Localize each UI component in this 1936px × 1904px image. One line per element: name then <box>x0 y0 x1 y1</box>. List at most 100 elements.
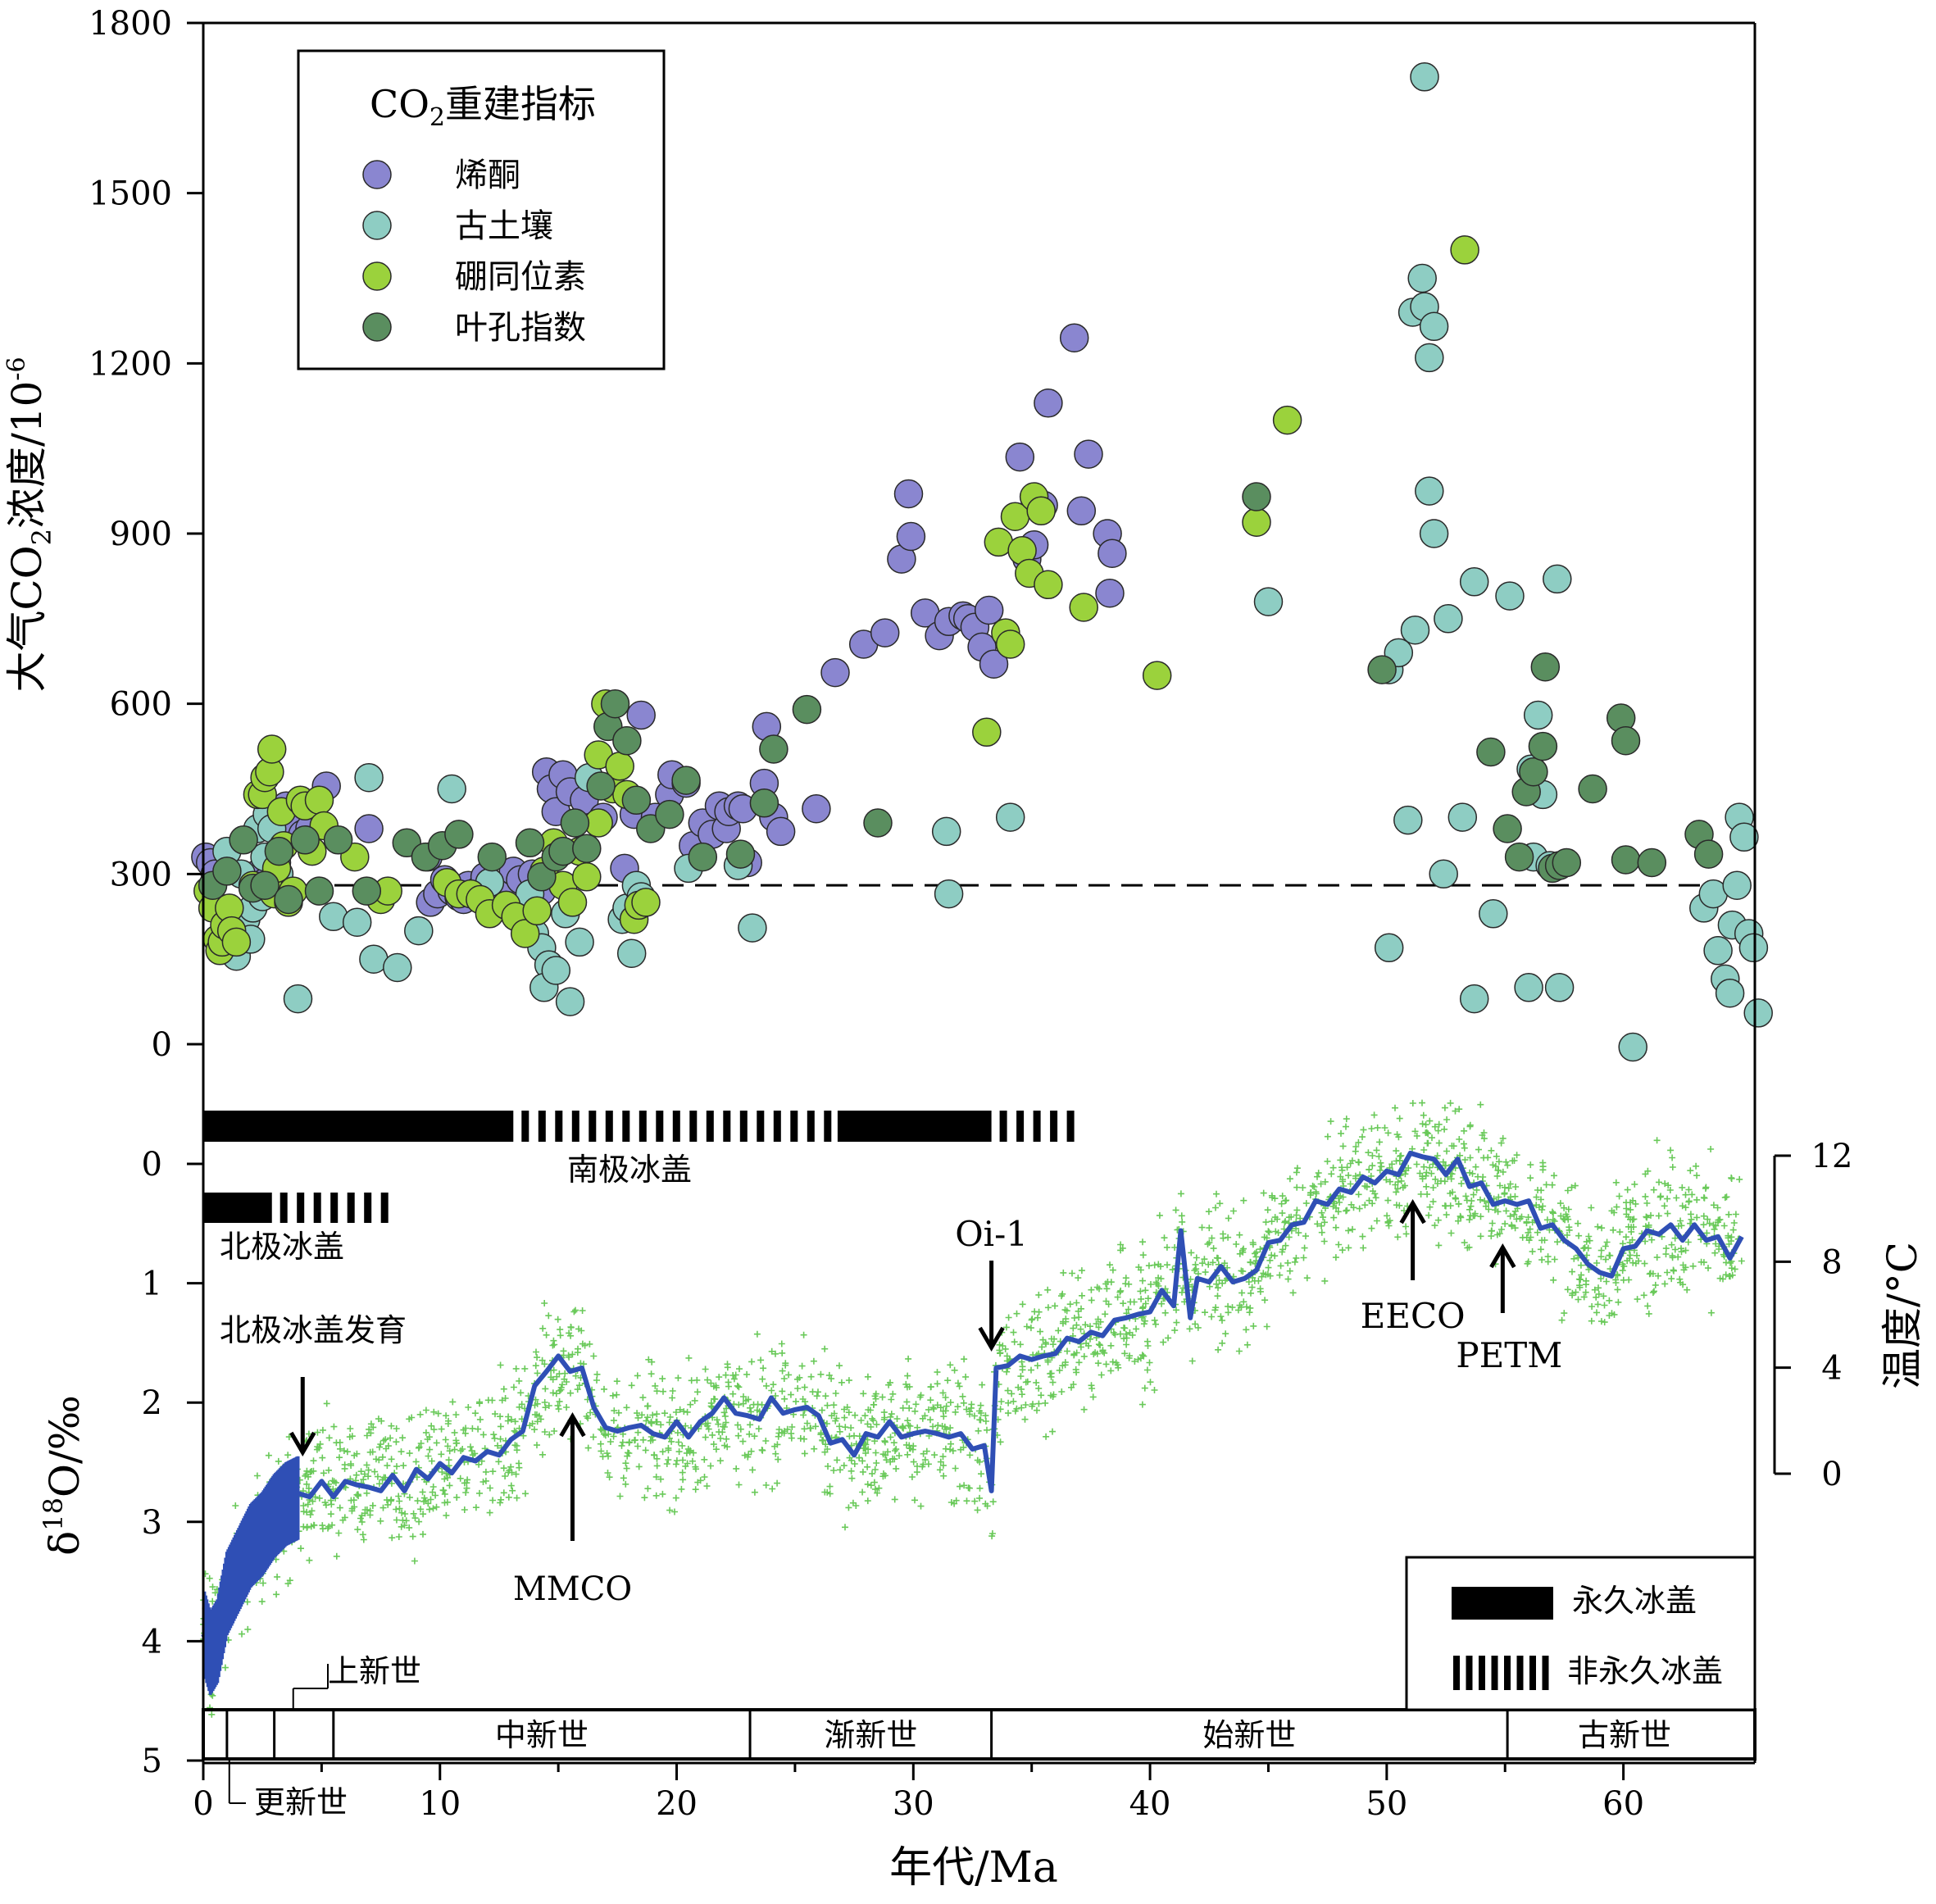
ice-legend-ephemeral-tick <box>1453 1656 1460 1690</box>
data-point <box>1415 343 1444 373</box>
data-point <box>304 785 334 816</box>
data-point <box>1543 564 1572 594</box>
data-point <box>1393 805 1423 835</box>
south-ice-ephemeral-tick <box>605 1111 613 1142</box>
ice-legend-box <box>1405 1556 1756 1711</box>
data-point <box>264 836 294 866</box>
data-point <box>631 888 661 917</box>
co2-y-tick-label: 900 <box>110 516 172 553</box>
data-point <box>1514 973 1543 1002</box>
data-point <box>274 884 303 915</box>
south-ice-ephemeral-tick <box>757 1111 765 1142</box>
data-point <box>354 814 384 843</box>
data-point <box>820 657 850 688</box>
annotation-nhg: 北极冰盖发育 <box>220 1312 407 1348</box>
d18o-y-tick-label: 5 <box>142 1743 162 1780</box>
d18o-y-tick-label: 0 <box>142 1146 162 1184</box>
data-point <box>560 808 590 838</box>
data-point <box>612 725 642 756</box>
south-ice-ephemeral-tick <box>639 1111 647 1142</box>
data-point <box>688 842 718 872</box>
data-point <box>1743 998 1773 1028</box>
x-tick-label: 50 <box>1366 1785 1407 1823</box>
data-point <box>870 618 900 648</box>
data-point <box>1059 323 1089 352</box>
data-point <box>1374 933 1404 963</box>
d18o-y-tick-label: 4 <box>142 1623 162 1661</box>
epoch-label-pliocene: 上新世 <box>328 1653 421 1689</box>
south-ice-ephemeral-tick <box>672 1111 680 1142</box>
south-ice-ephemeral-tick <box>706 1111 714 1142</box>
south-ice-ephemeral-tick <box>656 1111 664 1142</box>
data-point <box>1611 845 1641 875</box>
data-point <box>1618 1032 1647 1062</box>
epoch-strip <box>202 1708 1756 1761</box>
north-ice-ephemeral-tick <box>364 1193 372 1223</box>
data-point <box>572 862 602 892</box>
d18o-y-tick-label: 3 <box>142 1504 162 1542</box>
data-point <box>1410 62 1439 92</box>
data-point <box>1429 859 1458 889</box>
legend-label: 古土壤 <box>455 207 553 245</box>
data-point <box>354 762 384 793</box>
temperature-tick-label: 8 <box>1821 1243 1842 1281</box>
data-point <box>586 771 616 801</box>
annotation-mmco-arrow-head <box>559 1412 586 1438</box>
epoch-label: 古新世 <box>1578 1717 1671 1753</box>
legend-label: 烯酮 <box>455 157 520 194</box>
data-point <box>1242 482 1271 511</box>
d18o-y-axis-label: δ18O/‰ <box>38 1395 89 1556</box>
annotation-petm: PETM <box>1456 1335 1562 1375</box>
data-point <box>671 766 701 795</box>
annotation-oi1-arrow-head <box>978 1326 1005 1352</box>
data-point <box>759 734 788 764</box>
ice-legend-ephemeral-tick <box>1491 1656 1498 1690</box>
south-ice-ephemeral-tick <box>739 1111 748 1142</box>
data-point <box>616 938 647 968</box>
ice-legend-ephemeral-tick <box>1542 1656 1549 1690</box>
series-2-points <box>193 235 1479 966</box>
data-point <box>1504 842 1534 872</box>
data-point <box>352 876 382 906</box>
x-tick-label: 40 <box>1129 1785 1171 1823</box>
data-point <box>1715 978 1745 1008</box>
south-ice-ephemeral-tick <box>538 1111 546 1142</box>
south-ice-ephemeral-tick <box>1066 1111 1075 1142</box>
legend-marker <box>362 160 392 189</box>
data-point <box>1434 604 1463 634</box>
data-point <box>995 629 1025 659</box>
data-point <box>565 927 594 957</box>
epoch-label-pleistocene: 更新世 <box>254 1784 348 1820</box>
data-point <box>995 802 1025 832</box>
temperature-tick-label: 12 <box>1811 1138 1853 1175</box>
data-point <box>1476 737 1506 767</box>
legend-box <box>297 49 666 370</box>
data-point <box>1519 757 1548 787</box>
legend-label: 叶孔指数 <box>455 309 586 347</box>
data-point <box>1459 567 1489 597</box>
epoch-label: 始新世 <box>1202 1717 1296 1753</box>
data-point <box>766 816 796 847</box>
south-ice-ephemeral-tick <box>622 1111 630 1142</box>
data-point <box>1578 774 1607 804</box>
south-ice-ephemeral-tick <box>723 1111 731 1142</box>
data-point <box>1005 442 1035 472</box>
data-point <box>1415 476 1444 506</box>
legend-marker <box>362 211 392 240</box>
data-point <box>979 649 1009 679</box>
north-ice-ephemeral-tick <box>297 1193 305 1223</box>
data-point <box>1069 593 1098 622</box>
south-ice-ephemeral-tick <box>555 1111 563 1142</box>
data-point <box>1552 847 1582 878</box>
data-point <box>1367 655 1397 684</box>
south-ice-ephemeral-tick <box>999 1111 1007 1142</box>
north-ice-ephemeral-tick <box>279 1193 288 1223</box>
co2-y-tick-label: 600 <box>110 686 172 724</box>
data-point <box>1493 814 1522 843</box>
data-point <box>250 870 279 900</box>
data-point <box>572 834 602 863</box>
data-point <box>600 688 630 719</box>
data-point <box>934 879 964 909</box>
